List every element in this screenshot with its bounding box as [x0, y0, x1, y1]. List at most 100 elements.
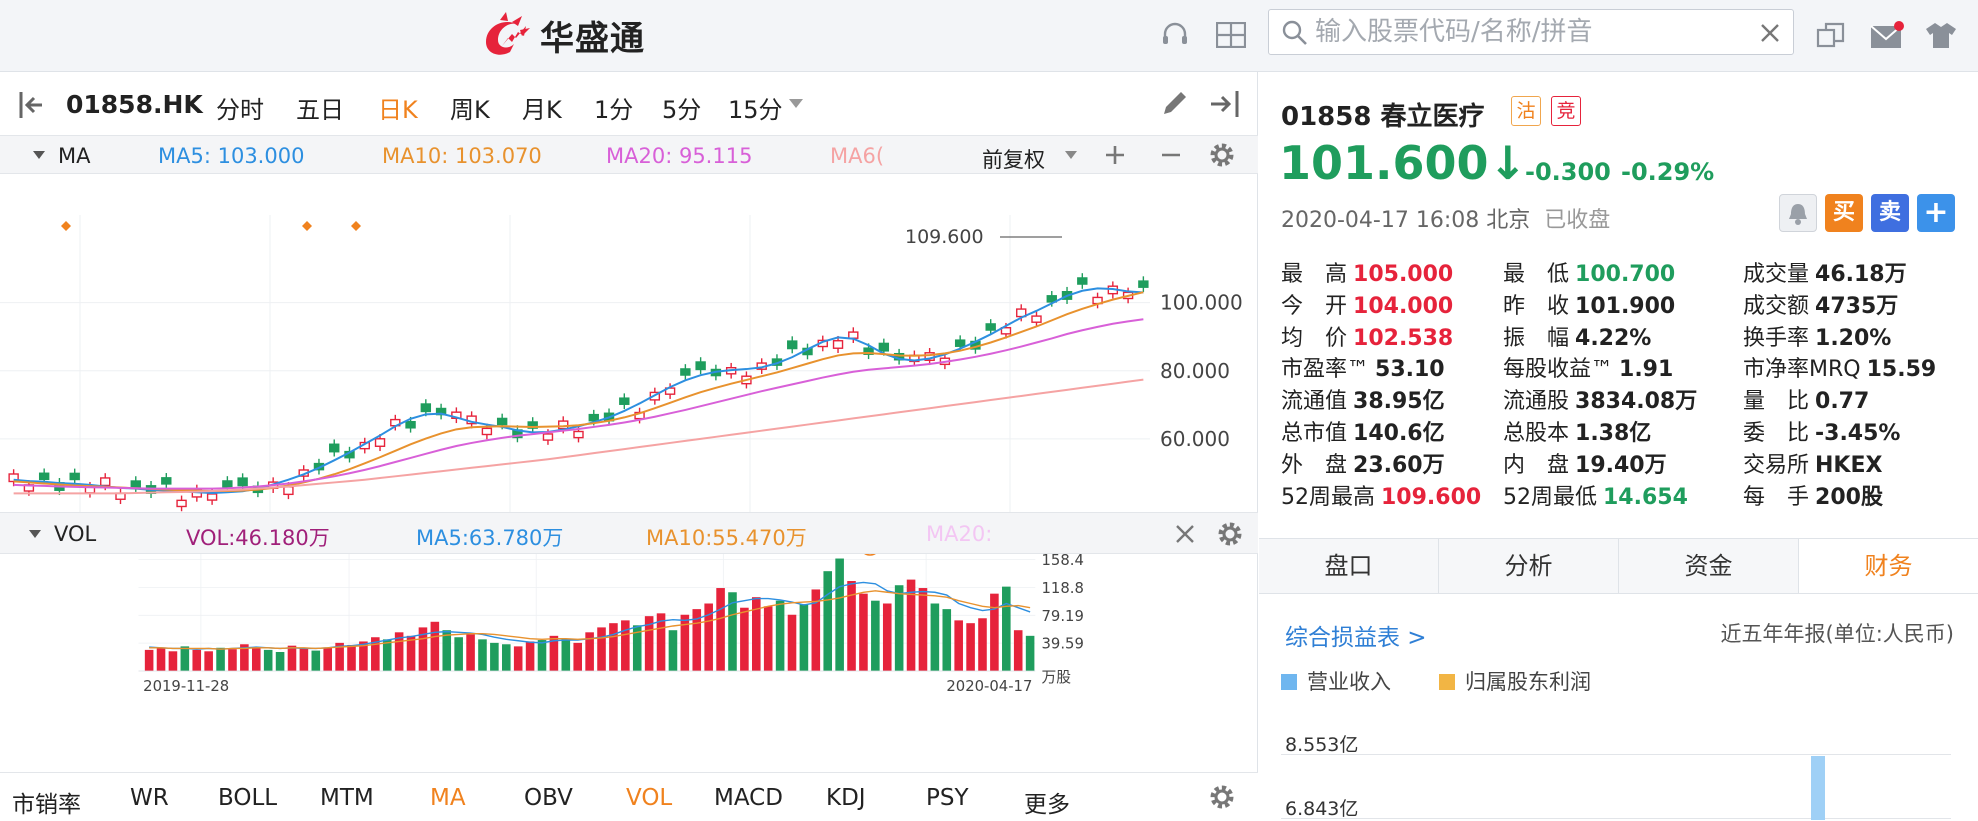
vol-bar: [371, 637, 380, 671]
indicator-obv[interactable]: OBV: [524, 785, 573, 811]
app-name: 华盛通: [540, 18, 645, 59]
add-indicator-icon[interactable]: [1104, 144, 1126, 166]
ma-legend-bar: MA MA5: 103.000 MA10: 103.070 MA20: 95.1…: [0, 136, 1258, 174]
income-statement-link[interactable]: 综合损益表 >: [1285, 625, 1427, 651]
period-tab-5day[interactable]: 五日: [296, 96, 344, 124]
shirt-skin-icon[interactable]: [1924, 18, 1958, 52]
settings-gear-icon[interactable]: [1208, 141, 1236, 169]
mail-icon[interactable]: [1870, 18, 1904, 52]
vol-bar: [311, 650, 321, 671]
quote-panel: 01858 春立医疗 沽 竞 101.600↓ -0.300 -0.29% 20…: [1259, 72, 1978, 820]
period-tab-weekly[interactable]: 周K: [450, 96, 490, 124]
clear-icon[interactable]: [1759, 22, 1781, 44]
vol-bar: [275, 651, 285, 671]
vol-bar: [263, 649, 273, 671]
vol-collapse-icon[interactable]: [28, 529, 42, 539]
stat-label: 每 手: [1743, 484, 1810, 510]
indicator-ps[interactable]: 市销率: [12, 792, 81, 818]
finance-revenue-bar[interactable]: [1811, 756, 1825, 820]
stat-value: 102.538: [1353, 325, 1454, 351]
auction-tag: 竞: [1551, 96, 1581, 126]
period-dropdown-icon[interactable]: [788, 98, 804, 110]
search-input[interactable]: [1315, 16, 1735, 48]
sell-button[interactable]: 卖: [1871, 194, 1909, 232]
y-tick-label: 100.000: [1160, 291, 1243, 315]
tab-capital[interactable]: 资金: [1619, 539, 1799, 593]
volume-chart[interactable]: 158.4 118.8 79.19 39.59 万股 2019-11-28 2020-04-…: [0, 554, 1258, 724]
tab-financials[interactable]: 财务: [1799, 539, 1978, 593]
indicator-boll[interactable]: BOLL: [218, 785, 278, 811]
stat-value: 4.22%: [1575, 325, 1652, 351]
tab-analysis[interactable]: 分析: [1439, 539, 1619, 593]
vol-unit-label: 万股: [1042, 669, 1072, 686]
alert-bell-button[interactable]: [1779, 194, 1817, 232]
expand-right-icon[interactable]: [1208, 89, 1240, 119]
candle-body: [420, 403, 432, 413]
ma60-value: MA6(: [830, 144, 885, 168]
quote-time-value: 2020-04-17 16:08 北京: [1281, 208, 1531, 233]
period-tab-daily[interactable]: 日K: [378, 96, 418, 124]
vol-bar: [287, 645, 297, 671]
vol-settings-icon[interactable]: [1216, 520, 1244, 548]
ma-collapse-icon[interactable]: [32, 150, 46, 160]
tab-orderbook[interactable]: 盘口: [1259, 539, 1439, 593]
period-tab-monthly[interactable]: 月K: [522, 96, 562, 124]
app-logo[interactable]: 华盛通: [480, 10, 645, 60]
stat-label: 今 开: [1281, 293, 1348, 319]
period-tab-timeshare[interactable]: 分时: [216, 96, 264, 124]
headset-icon[interactable]: [1158, 18, 1192, 52]
window-restore-icon[interactable]: [1814, 18, 1848, 52]
buy-button[interactable]: 买: [1825, 194, 1863, 232]
indicator-psy[interactable]: PSY: [926, 785, 969, 811]
stat-label: 52周最低: [1503, 484, 1597, 510]
stat-label: 市净率MRQ: [1743, 357, 1861, 383]
stat-value: HKEX: [1815, 452, 1883, 478]
grid-layout-icon[interactable]: [1214, 18, 1248, 52]
indicator-vol[interactable]: VOL: [626, 785, 673, 811]
vol-bar: [418, 627, 428, 671]
add-watchlist-button[interactable]: +: [1917, 194, 1955, 232]
indicator-settings-icon[interactable]: [1208, 783, 1236, 811]
close-vol-icon[interactable]: [1174, 523, 1196, 545]
adjust-dropdown-icon[interactable]: [1064, 150, 1078, 160]
vol-bar: [978, 618, 987, 671]
vol-bar: [585, 632, 594, 671]
remove-indicator-icon[interactable]: [1160, 144, 1182, 166]
vol-bar: [359, 641, 368, 671]
draw-pencil-icon[interactable]: [1160, 88, 1190, 118]
vol-bar: [394, 632, 404, 671]
indicator-kdj[interactable]: KDJ: [826, 785, 866, 811]
finance-tick-1: 8.553亿: [1285, 734, 1359, 756]
vol-bar: [406, 635, 416, 671]
stat-item: 委 比 -3.45%: [1743, 415, 1900, 447]
collapse-left-icon[interactable]: [18, 90, 50, 120]
stat-item: 总股本 1.38亿: [1503, 415, 1651, 447]
stat-value: 38.95亿: [1353, 389, 1445, 415]
market-status: 已收盘: [1544, 208, 1611, 233]
finance-note: 近五年年报(单位:人民币): [1720, 622, 1954, 646]
stat-label: 换手率: [1743, 325, 1810, 351]
period-tab-15min[interactable]: 15分: [728, 96, 783, 124]
indicator-macd[interactable]: MACD: [714, 785, 783, 811]
candle-body: [863, 347, 874, 355]
stat-item: 52周最低 14.654: [1503, 479, 1688, 511]
period-tab-1min[interactable]: 1分: [594, 96, 634, 124]
quote-time: 2020-04-17 16:08 北京 已收盘: [1281, 202, 1610, 234]
stat-label: 内 盘: [1503, 452, 1570, 478]
candle-body: [695, 361, 706, 371]
vol-bar: [966, 623, 975, 671]
search-box[interactable]: [1268, 9, 1794, 55]
indicator-wr[interactable]: WR: [130, 785, 169, 811]
period-tab-5min[interactable]: 5分: [662, 96, 702, 124]
stat-item: 流通值 38.95亿: [1281, 383, 1445, 415]
vol-y-tick-label: 158.4: [1042, 554, 1084, 569]
indicator-ma[interactable]: MA: [430, 785, 466, 811]
indicator-bar: 市销率 WR BOLL MTM MA OBV VOL MACD KDJ PSY …: [0, 772, 1258, 820]
indicator-more[interactable]: 更多: [1024, 792, 1070, 818]
search-icon: [1282, 20, 1307, 45]
ma-label[interactable]: MA: [58, 144, 91, 168]
vol-label[interactable]: VOL: [54, 522, 97, 546]
adjust-select[interactable]: 前复权: [982, 148, 1045, 172]
indicator-mtm[interactable]: MTM: [320, 785, 374, 811]
